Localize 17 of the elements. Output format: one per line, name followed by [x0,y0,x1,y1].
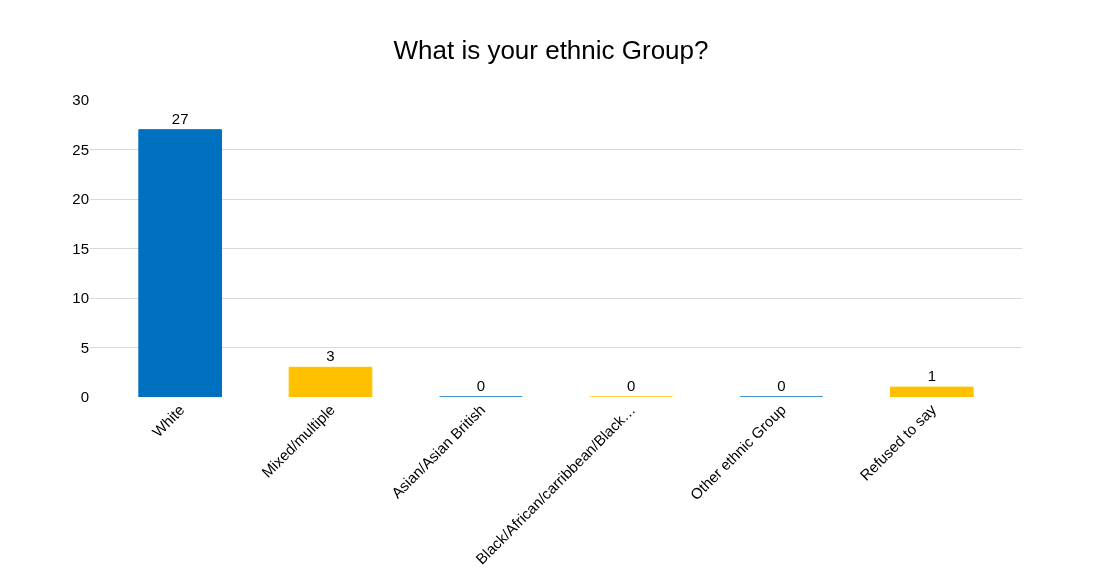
y-tick-label: 20 [72,190,89,208]
bar [288,366,373,397]
chart-title: What is your ethnic Group? [393,34,709,65]
data-label: 0 [476,377,486,394]
bar [138,129,223,397]
bar [889,386,974,397]
y-tick-label: 10 [72,289,89,307]
data-label: 0 [626,377,636,394]
data-label: 27 [171,109,189,127]
y-tick-label: 25 [72,140,89,158]
data-label: 0 [777,377,786,394]
y-tick-label: 15 [72,239,89,257]
data-label: 1 [927,367,936,385]
y-tick-label: 5 [80,338,89,356]
y-tick-label: 0 [80,388,89,406]
data-label: 3 [326,347,335,365]
y-tick-label: 30 [72,91,89,109]
